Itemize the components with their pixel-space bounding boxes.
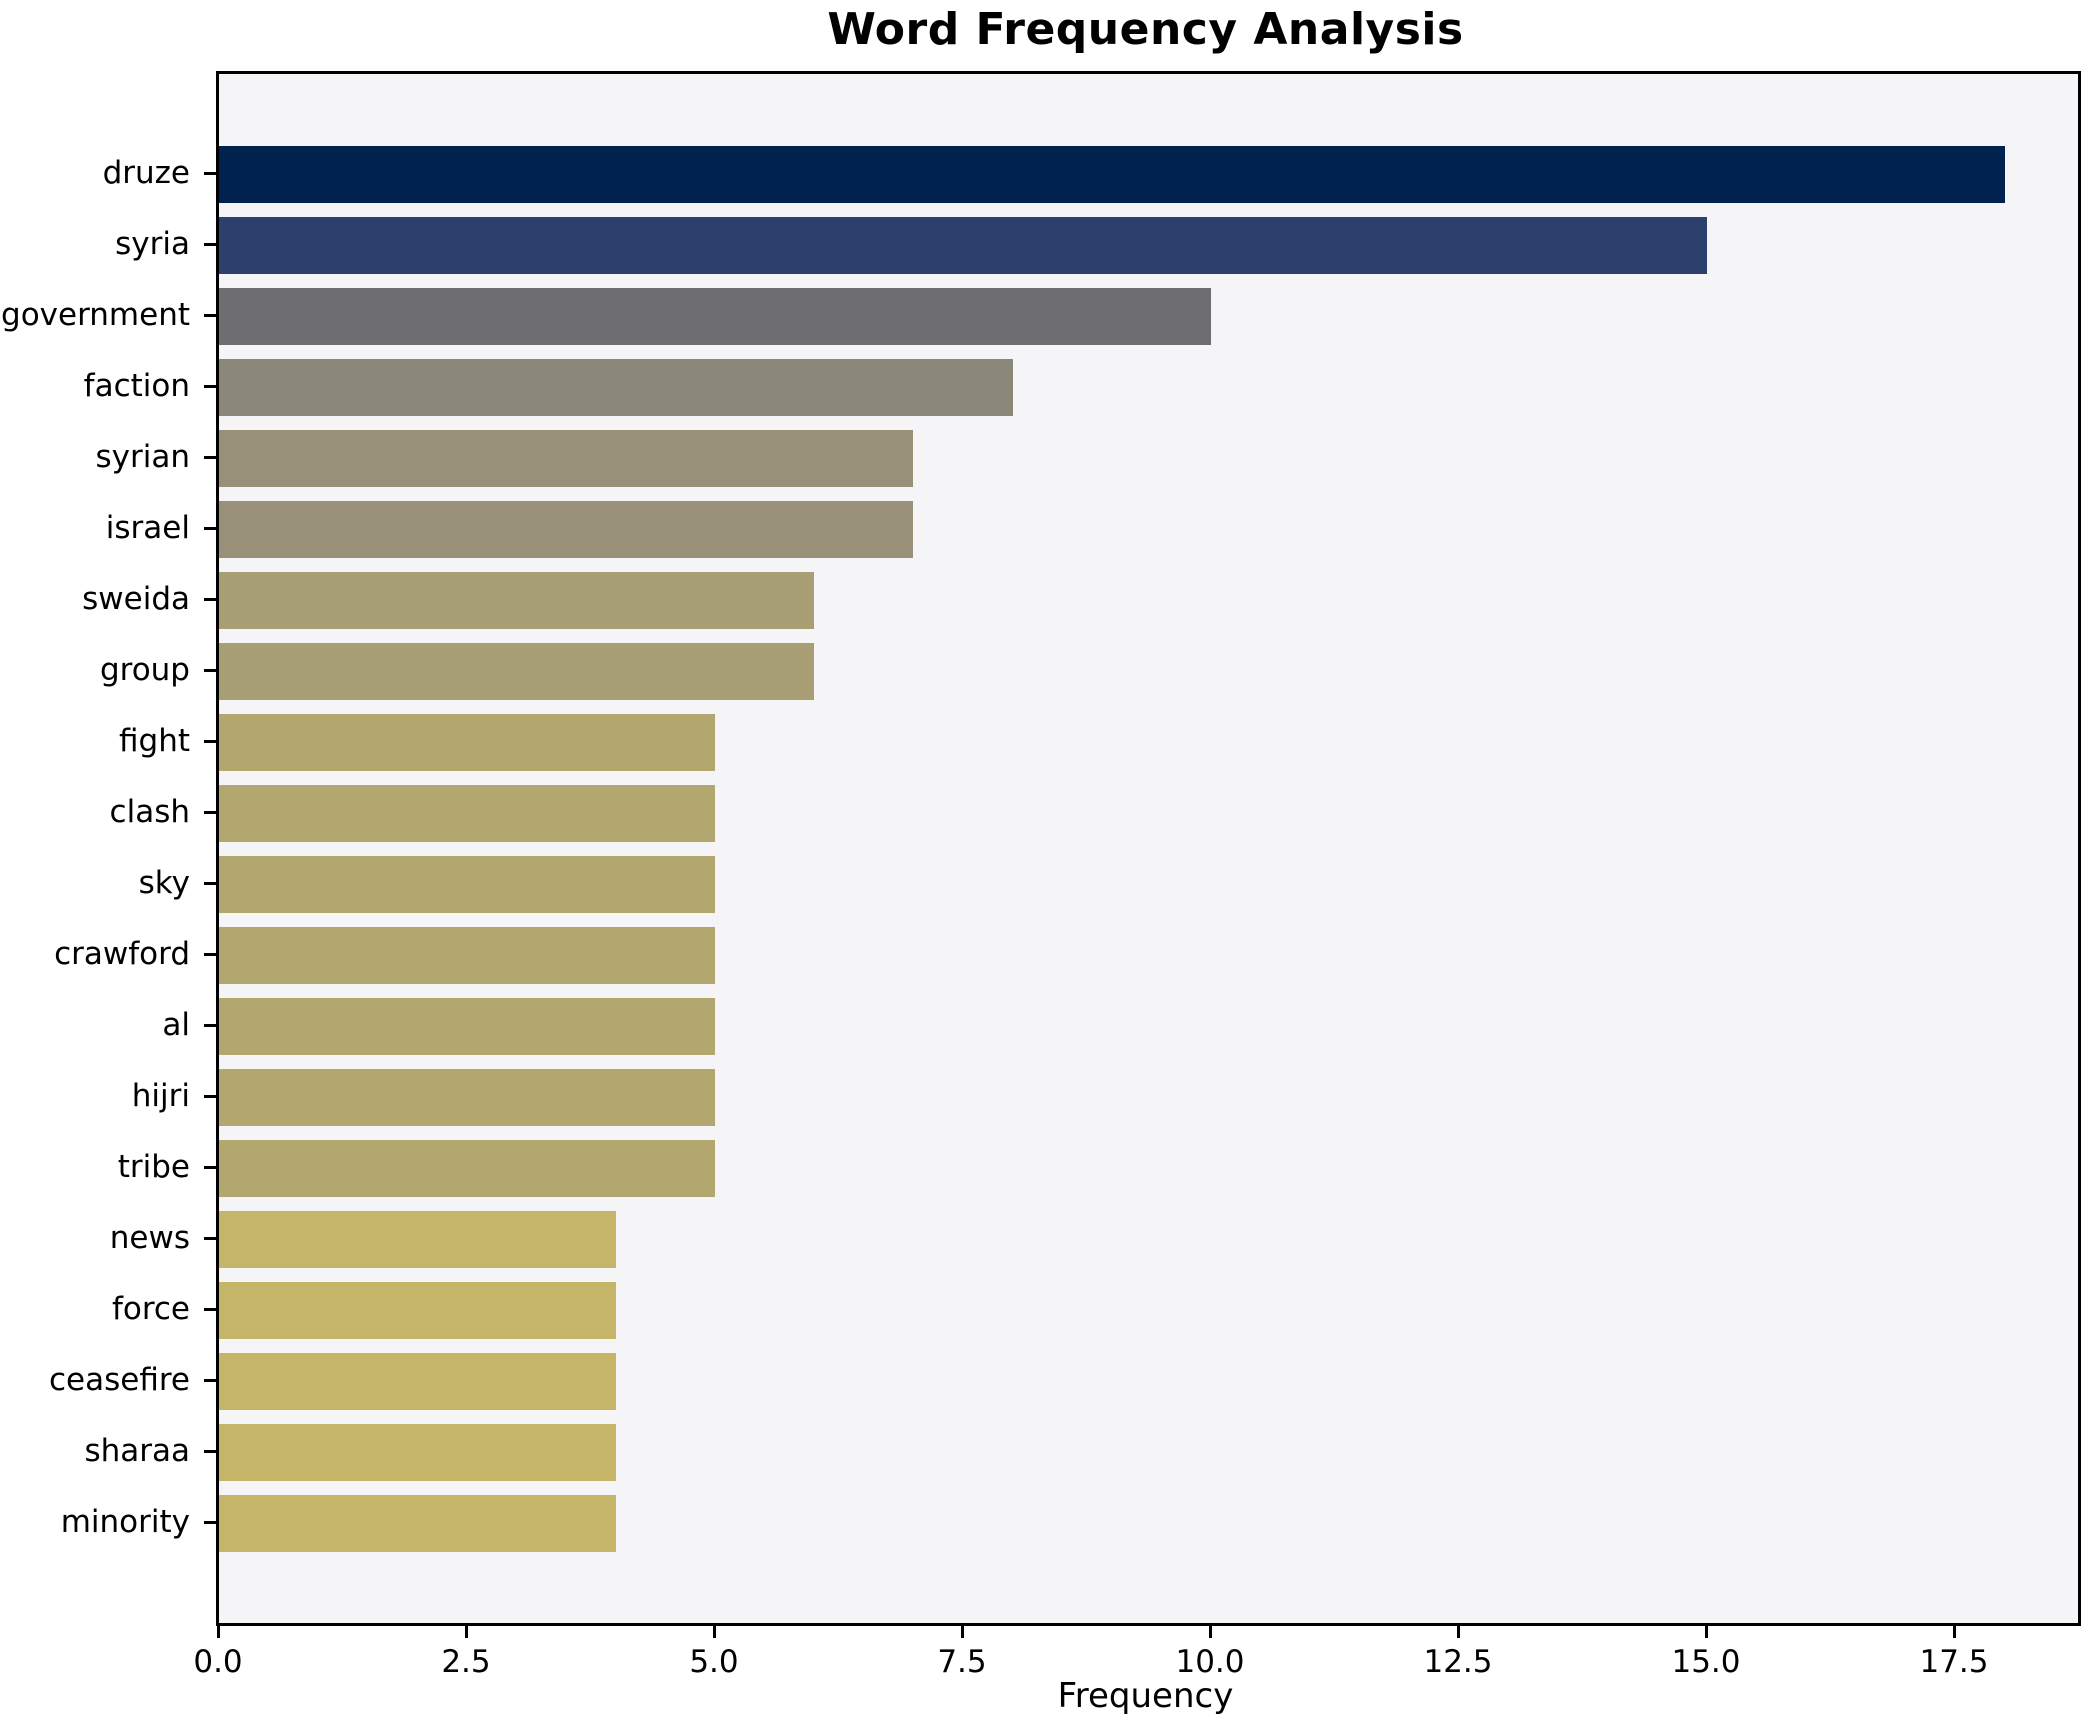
y-tick-label-israel: israel <box>105 510 190 546</box>
x-tick-label-0.0: 0.0 <box>193 1644 243 1680</box>
bar-news <box>219 1210 616 1268</box>
y-tick-mark <box>204 1024 216 1027</box>
x-tick-label-15.0: 15.0 <box>1671 1644 1741 1680</box>
y-tick-label-syria: syria <box>115 226 190 262</box>
y-tick-label-syrian: syrian <box>95 439 191 475</box>
y-tick-mark <box>204 1237 216 1240</box>
bar-fight <box>219 713 715 771</box>
y-tick-mark <box>204 1450 216 1453</box>
y-tick-mark <box>204 527 216 530</box>
x-tick-label-10.0: 10.0 <box>1175 1644 1245 1680</box>
y-tick-mark <box>204 669 216 672</box>
y-tick-mark <box>204 882 216 885</box>
x-tick-label-17.5: 17.5 <box>1919 1644 1989 1680</box>
bar-israel <box>219 500 914 558</box>
bar-force <box>219 1281 616 1339</box>
y-tick-label-clash: clash <box>109 794 190 830</box>
y-tick-label-force: force <box>111 1291 190 1327</box>
bar-druze <box>219 145 2005 203</box>
x-tick-label-12.5: 12.5 <box>1423 1644 1493 1680</box>
y-tick-mark <box>204 1095 216 1098</box>
bar-crawford <box>219 926 715 984</box>
y-tick-label-faction: faction <box>83 368 190 404</box>
y-tick-label-group: group <box>99 652 190 688</box>
bar-ceasefire <box>219 1352 616 1410</box>
x-tick-mark <box>217 1626 220 1638</box>
y-tick-mark <box>204 811 216 814</box>
y-tick-mark <box>204 1308 216 1311</box>
y-tick-label-druze: druze <box>102 155 190 191</box>
y-tick-mark <box>204 314 216 317</box>
y-tick-mark <box>204 740 216 743</box>
y-tick-label-sharaa: sharaa <box>84 1433 190 1469</box>
bar-syria <box>219 216 1707 274</box>
y-tick-label-fight: fight <box>118 723 190 759</box>
chart-title: Word Frequency Analysis <box>827 4 1464 55</box>
x-tick-mark <box>712 1626 716 1638</box>
y-tick-label-hijri: hijri <box>131 1078 190 1114</box>
bar-tribe <box>219 1139 715 1197</box>
x-tick-mark <box>1456 1626 1460 1638</box>
x-tick-mark <box>1208 1626 1212 1638</box>
bar-syrian <box>219 429 914 487</box>
y-tick-mark <box>204 385 216 388</box>
y-tick-mark <box>204 1521 216 1524</box>
y-tick-label-sky: sky <box>138 865 190 901</box>
y-tick-mark <box>204 953 216 956</box>
x-tick-label-7.5: 7.5 <box>937 1644 987 1680</box>
x-tick-label-2.5: 2.5 <box>441 1644 491 1680</box>
x-tick-mark <box>960 1626 964 1638</box>
y-tick-mark <box>204 456 216 459</box>
y-tick-mark <box>204 1166 216 1169</box>
bar-al <box>219 997 715 1055</box>
y-tick-label-news: news <box>109 1220 190 1256</box>
y-tick-mark <box>204 598 216 601</box>
bar-sharaa <box>219 1423 616 1481</box>
bar-government <box>219 287 1211 345</box>
bar-clash <box>219 784 715 842</box>
x-tick-mark <box>464 1626 468 1638</box>
y-tick-mark <box>204 172 216 175</box>
x-tick-label-5.0: 5.0 <box>689 1644 739 1680</box>
plot-area <box>216 71 2081 1626</box>
y-tick-mark <box>204 1379 216 1382</box>
x-tick-mark <box>1952 1626 1956 1638</box>
bar-sweida <box>219 571 815 629</box>
y-tick-mark <box>204 243 216 246</box>
x-axis-title: Frequency <box>1057 1676 1234 1716</box>
y-tick-label-crawford: crawford <box>54 936 190 972</box>
bar-faction <box>219 358 1013 416</box>
y-tick-label-al: al <box>162 1007 190 1043</box>
y-tick-label-ceasefire: ceasefire <box>49 1362 190 1398</box>
y-tick-label-government: government <box>1 297 190 333</box>
bar-hijri <box>219 1068 715 1126</box>
bar-sky <box>219 855 715 913</box>
y-tick-label-tribe: tribe <box>117 1149 190 1185</box>
y-tick-label-sweida: sweida <box>82 581 190 617</box>
bar-minority <box>219 1494 616 1552</box>
bar-group <box>219 642 815 700</box>
x-tick-mark <box>1704 1626 1708 1638</box>
y-tick-label-minority: minority <box>60 1504 190 1540</box>
